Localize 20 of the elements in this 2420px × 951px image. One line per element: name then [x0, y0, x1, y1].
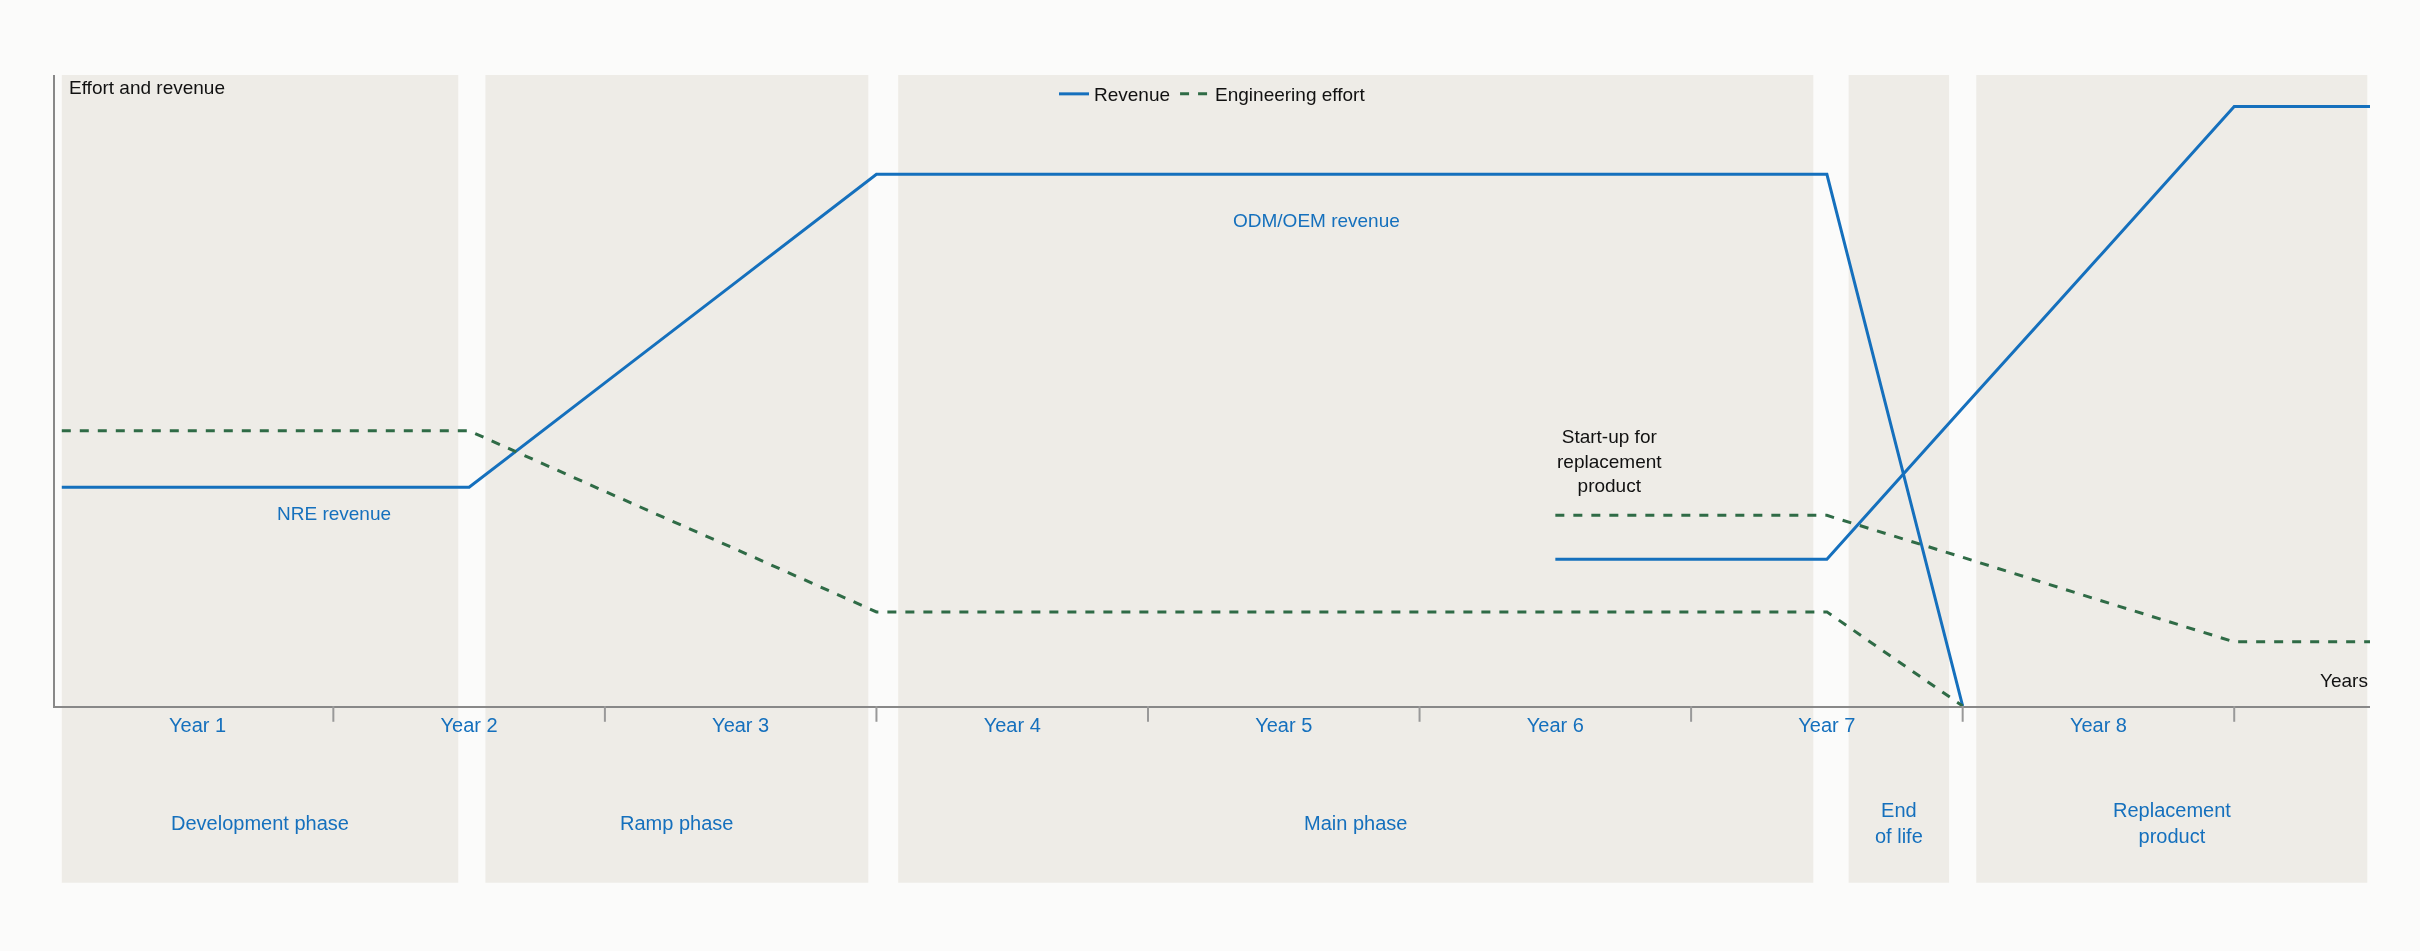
- x-tick-label: Year 3: [712, 714, 770, 736]
- text: End of life: [1875, 799, 1923, 847]
- x-axis-title: Years: [2320, 670, 2368, 691]
- x-tick-label: Year 4: [983, 714, 1041, 736]
- x-tick-label: Year 8: [2069, 714, 2127, 736]
- annotation: ODM/OEM revenue: [1233, 210, 1400, 231]
- text: Development phase: [171, 812, 349, 834]
- annotation: Start-up for replacement product: [1557, 426, 1663, 497]
- text: Replacement product: [2113, 799, 2232, 847]
- text: Main phase: [1304, 812, 1408, 834]
- x-tick-label: Year 2: [440, 714, 498, 736]
- x-tick-label: Year 5: [1255, 714, 1313, 736]
- x-tick-label: Year 1: [169, 714, 227, 736]
- legend-label: Engineering effort: [1215, 84, 1366, 106]
- text: Ramp phase: [620, 812, 734, 834]
- x-tick-label: Year 7: [1798, 714, 1856, 736]
- y-axis-title: Effort and revenue: [69, 77, 225, 98]
- legend-label: Revenue: [1094, 84, 1171, 106]
- x-tick-label: Year 6: [1526, 714, 1584, 736]
- annotation: NRE revenue: [277, 503, 392, 524]
